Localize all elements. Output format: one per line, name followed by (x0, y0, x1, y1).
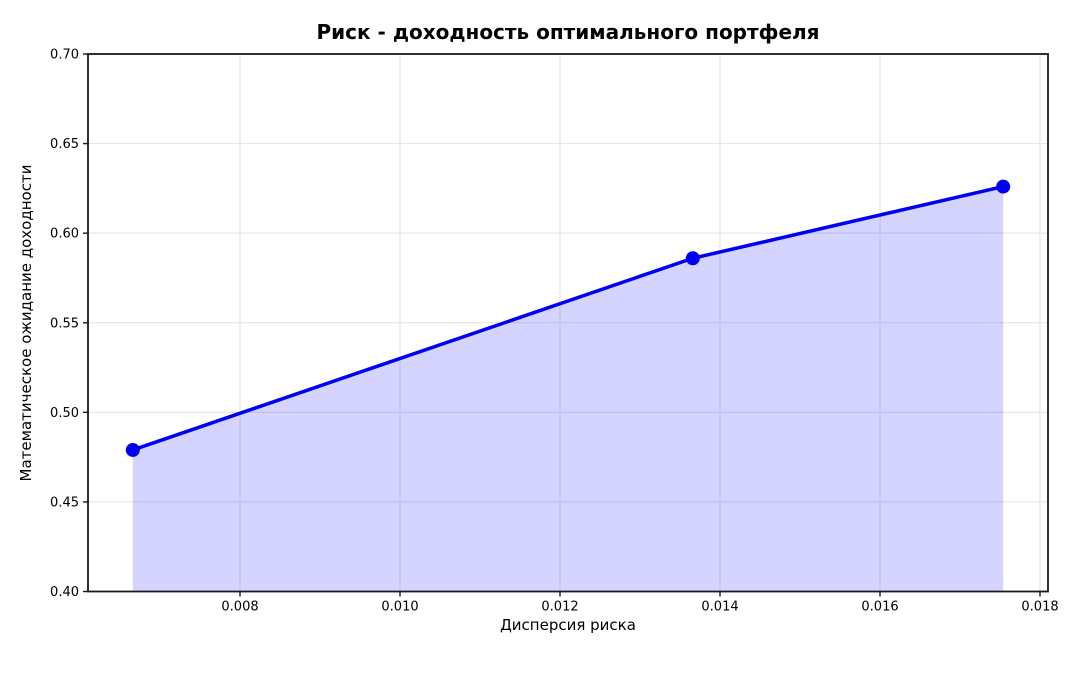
y-tick-label: 0.60 (50, 227, 79, 242)
x-tick-label: 0.014 (701, 600, 738, 615)
y-tick-label: 0.65 (50, 137, 79, 152)
x-tick-label: 0.012 (541, 600, 578, 615)
data-point (996, 179, 1011, 194)
x-tick-label: 0.016 (861, 600, 898, 615)
y-tick-label: 0.45 (50, 495, 79, 510)
y-tick-label: 0.50 (50, 406, 79, 421)
data-point (685, 251, 700, 266)
x-axis-label: Дисперсия риска (500, 616, 636, 634)
x-tick-label: 0.008 (221, 600, 258, 615)
y-tick-label: 0.40 (50, 585, 79, 600)
x-tick-label: 0.018 (1021, 600, 1058, 615)
chart-title: Риск - доходность оптимального портфеля (316, 20, 820, 44)
area-fill (132, 186, 1004, 592)
data-point (125, 442, 140, 457)
y-tick-label: 0.70 (50, 48, 79, 63)
x-tick-label: 0.010 (381, 600, 418, 615)
y-tick-label: 0.55 (50, 316, 79, 331)
